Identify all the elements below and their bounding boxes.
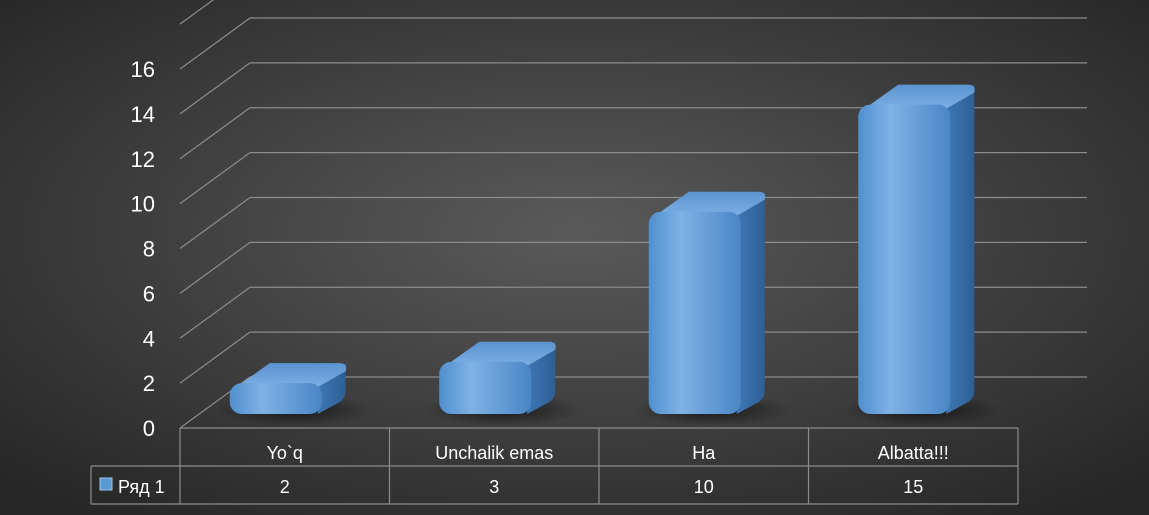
bar (634, 191, 791, 426)
gridline-wall (179, 286, 251, 339)
y-tick-label: 14 (131, 102, 155, 127)
bar-front-face (229, 383, 322, 414)
y-tick-label: 4 (143, 326, 155, 351)
bar-side-face (946, 84, 975, 414)
gridline-wall (179, 107, 251, 160)
bar (425, 341, 582, 426)
bar-side-face (736, 191, 765, 414)
gridline-wall (179, 17, 251, 70)
gridline-wall (179, 331, 251, 384)
bar-top-face (660, 191, 766, 216)
y-tick-label: 12 (131, 147, 155, 172)
bar-front-face (439, 361, 532, 414)
y-tick-label: 16 (131, 57, 155, 82)
gridline-wall (179, 241, 251, 294)
y-tick-label: 6 (143, 281, 155, 306)
x-category-label: Unchalik emas (435, 443, 553, 463)
data-table-value: 3 (489, 477, 499, 497)
data-table-value: 15 (903, 477, 923, 497)
data-table: Yo`q Unchalik emas Ha Albatta!!! 2 3 10 15 Ряд 1 (90, 428, 1019, 505)
y-tick-label: 8 (143, 237, 155, 262)
y-tick-label: 0 (143, 416, 155, 441)
y-tick-label: 2 (143, 371, 155, 396)
bar-top-face (241, 363, 347, 388)
y-axis-ticks: 0 2 4 6 8 10 12 14 16 (131, 57, 155, 441)
gridline-wall (179, 152, 251, 205)
gridline-wall (179, 0, 215, 25)
x-category-label: Albatta!!! (878, 443, 949, 463)
bar-front-face (648, 211, 741, 414)
data-table-value: 10 (694, 477, 714, 497)
legend-series-name: Ряд 1 (118, 477, 165, 497)
gridline-wall (179, 197, 251, 249)
data-table-value: 2 (280, 477, 290, 497)
bar-top-face (451, 341, 556, 366)
x-category-label: Ha (692, 443, 716, 463)
x-category-label: Yo`q (267, 443, 303, 463)
bar (215, 363, 372, 426)
bar-side-face (317, 363, 346, 414)
gridline-wall (179, 62, 251, 115)
bar (844, 84, 1001, 426)
y-tick-label: 10 (131, 192, 155, 217)
bar-front-face (858, 104, 951, 414)
legend-key (99, 477, 113, 491)
bars (215, 84, 1001, 426)
bar-top-face (870, 84, 975, 109)
